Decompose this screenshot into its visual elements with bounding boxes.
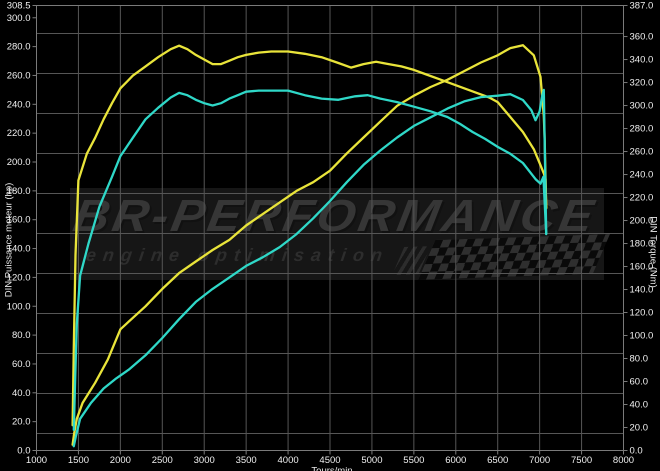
x-tick-label: 2000 bbox=[110, 455, 131, 466]
y-left-tick-label: 120.0 bbox=[7, 272, 31, 283]
y-left-tick-label: 100.0 bbox=[7, 301, 31, 312]
y-left-tick-label: 80.0 bbox=[12, 330, 31, 341]
y-right-tick-label: 200.0 bbox=[630, 216, 654, 227]
y-left-tick-label: 300.0 bbox=[7, 13, 31, 24]
y-right-tick-label: 0.0 bbox=[630, 446, 643, 457]
y-right-tick-label: 60.0 bbox=[630, 377, 649, 388]
series-torque-yellow bbox=[71, 44, 548, 427]
y-left-tick-label: 220.0 bbox=[7, 128, 31, 139]
axis-tick-labels: 308.5300.0280.0260.0240.0220.0200.0180.0… bbox=[7, 1, 654, 467]
y-right-tick-label: 100.0 bbox=[630, 331, 654, 342]
x-tick-label: 5500 bbox=[403, 455, 424, 466]
y-right-tick-label: 180.0 bbox=[630, 239, 654, 250]
x-tick-label: 6000 bbox=[445, 455, 466, 466]
y-right-tick-label: 120.0 bbox=[630, 308, 654, 319]
series-power-cyan bbox=[72, 88, 548, 448]
y-left-tick-label: 240.0 bbox=[7, 99, 31, 110]
y-left-tick-label: 140.0 bbox=[7, 244, 31, 255]
x-tick-label: 7000 bbox=[529, 455, 550, 466]
x-tick-label: 7500 bbox=[571, 455, 592, 466]
y-right-tick-label: 280.0 bbox=[630, 124, 654, 135]
x-tick-label: 4000 bbox=[278, 455, 299, 466]
x-tick-label: 3500 bbox=[236, 455, 257, 466]
x-tick-label: 6500 bbox=[487, 455, 508, 466]
y-left-tick-label: 200.0 bbox=[7, 157, 31, 168]
y-left-tick-label: 20.0 bbox=[12, 417, 31, 428]
y-left-tick-label: 160.0 bbox=[7, 215, 31, 226]
y-right-tick-label: 360.0 bbox=[630, 32, 654, 43]
x-tick-label: 5000 bbox=[361, 455, 382, 466]
y-axis-right-title: DIN Torque (Nm) bbox=[647, 216, 659, 288]
x-tick-label: 1000 bbox=[26, 455, 47, 466]
y-axis-left-title: DIN Puissance moteur (hp) bbox=[3, 182, 15, 298]
y-right-tick-label: 340.0 bbox=[630, 55, 654, 66]
y-right-tick-label: 240.0 bbox=[630, 170, 654, 181]
y-left-tick-label: 0.0 bbox=[17, 446, 30, 457]
series-torque-cyan bbox=[72, 89, 548, 431]
y-left-tick-label: 308.5 bbox=[7, 1, 31, 12]
y-right-tick-label: 140.0 bbox=[630, 285, 654, 296]
x-tick-label: 2500 bbox=[152, 455, 173, 466]
x-axis-title: Tours/min bbox=[311, 465, 353, 471]
y-right-tick-label: 300.0 bbox=[630, 101, 654, 112]
y-left-tick-label: 280.0 bbox=[7, 42, 31, 53]
y-right-tick-label: 320.0 bbox=[630, 78, 654, 89]
y-right-tick-label: 260.0 bbox=[630, 147, 654, 158]
y-left-tick-label: 180.0 bbox=[7, 186, 31, 197]
y-right-tick-label: 80.0 bbox=[630, 354, 649, 365]
y-right-tick-label: 20.0 bbox=[630, 423, 649, 434]
y-right-tick-label: 220.0 bbox=[630, 193, 654, 204]
series-power-yellow bbox=[71, 44, 548, 446]
y-right-tick-label: 387.0 bbox=[630, 1, 654, 12]
x-tick-label: 3000 bbox=[194, 455, 215, 466]
y-right-tick-label: 40.0 bbox=[630, 400, 649, 411]
y-right-tick-label: 160.0 bbox=[630, 262, 654, 273]
x-tick-label: 8000 bbox=[613, 455, 634, 466]
x-tick-label: 1500 bbox=[68, 455, 89, 466]
y-left-tick-label: 40.0 bbox=[12, 388, 31, 399]
gridlines bbox=[36, 5, 624, 451]
y-left-tick-label: 260.0 bbox=[7, 70, 31, 81]
axis-ticks bbox=[32, 5, 628, 455]
y-left-tick-label: 60.0 bbox=[12, 359, 31, 370]
x-tick-label: 4500 bbox=[319, 455, 340, 466]
